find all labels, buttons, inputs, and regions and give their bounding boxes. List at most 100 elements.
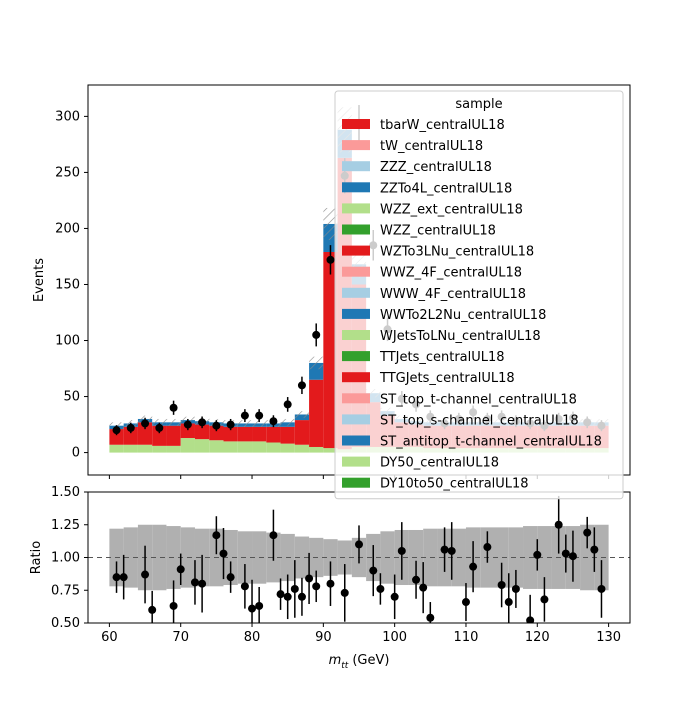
legend-box [334, 90, 624, 500]
ratio-uncertainty-band [323, 539, 338, 576]
stack-bar-red [194, 424, 210, 440]
stack-bar-light-green [194, 439, 210, 453]
stack-bar-red [209, 425, 224, 441]
legend-entry-label: WWW_4F_centralUL18 [380, 287, 526, 302]
ratio-point [554, 520, 563, 529]
stack-bar-light-green [180, 438, 195, 453]
legend-entry-label: TTGJets_centralUL18 [379, 371, 515, 386]
data-point [141, 419, 150, 428]
legend-entry-label: ZZZ_centralUL18 [380, 160, 492, 175]
stack-bar-light-green [280, 443, 295, 453]
uncertainty-hatch [152, 418, 167, 426]
ratio-point [533, 550, 542, 559]
ratio-uncertainty-band [223, 529, 238, 586]
data-point [183, 420, 192, 429]
uncertainty-hatch [280, 418, 295, 426]
ratio-xtick-label: 60 [101, 630, 118, 645]
data-point [212, 421, 221, 430]
xlabel-main: m [329, 653, 342, 668]
ratio-point [212, 531, 221, 540]
main-ytick-label: 300 [55, 109, 80, 124]
ratio-point [255, 601, 264, 610]
stack-bar-red [223, 426, 238, 442]
ratio-point [440, 545, 449, 554]
ratio-xlabel: mtt (GeV) [329, 653, 390, 671]
ratio-xtick-label: 90 [315, 630, 332, 645]
stack-bar-red [280, 426, 295, 444]
stack-bar-red [266, 426, 281, 443]
data-point [126, 423, 135, 432]
stack-bar-red [123, 426, 138, 445]
stack-bar-light-green [166, 445, 181, 453]
data-point [283, 400, 292, 409]
ratio-uncertainty-band [537, 526, 552, 589]
legend-swatch [342, 203, 370, 214]
data-point [255, 411, 264, 420]
ratio-point [290, 584, 299, 593]
ratio-point [597, 584, 606, 593]
stack-bar-light-green [137, 444, 153, 453]
data-point [297, 381, 306, 390]
legend-swatch [342, 182, 370, 193]
ratio-point [390, 592, 399, 601]
uncertainty-hatch [252, 420, 267, 427]
ratio-point [276, 590, 285, 599]
stack-bar-red [252, 426, 267, 442]
legend-entry-label: WWTo2L2Nu_centralUL18 [380, 308, 546, 323]
stack-bar-light-green [209, 440, 224, 453]
legend-swatch [342, 161, 370, 172]
ratio-xtick-label: 130 [596, 630, 621, 645]
legend-swatch [342, 245, 370, 256]
uncertainty-hatch [309, 356, 324, 370]
ratio-point [568, 552, 577, 561]
ratio-ytick-label: 0.50 [51, 616, 80, 631]
legend-entry-label: WZZ_ext_centralUL18 [380, 202, 523, 217]
data-point [269, 417, 278, 426]
stack-bar-red [137, 422, 153, 445]
xlabel-sub: tt [341, 661, 349, 671]
stack-bar-light-green [252, 441, 267, 453]
legend-entry-label: ST_antitop_t-channel_centralUL18 [380, 435, 602, 450]
ratio-point [148, 605, 157, 614]
legend-swatch [342, 287, 370, 298]
uncertainty-hatch [237, 420, 253, 427]
legend-entry-label: tW_centralUL18 [380, 139, 483, 154]
data-point [169, 403, 178, 412]
legend-entry-label: tbarW_centralUL18 [380, 118, 505, 133]
legend-swatch [342, 414, 370, 425]
stack-bar-light-green [237, 441, 253, 453]
ratio-point [326, 579, 335, 588]
legend-swatch [342, 351, 370, 362]
ratio-point [248, 604, 257, 613]
ratio-ytick-label: 0.75 [51, 583, 80, 598]
data-point [112, 426, 121, 435]
stack-bar-red [309, 379, 324, 447]
stack-bar-light-green [109, 444, 124, 453]
data-point [155, 423, 164, 432]
stack-bar-light-green [223, 441, 238, 453]
ratio-point [511, 584, 520, 593]
data-point [240, 411, 249, 420]
ratio-xtick-label: 80 [244, 630, 261, 645]
stack-bar-light-green [152, 445, 167, 453]
ratio-uncertainty-band [123, 527, 138, 588]
stack-bar-red [166, 425, 181, 446]
ratio-point [504, 598, 513, 607]
ratio-point [176, 565, 185, 574]
ratio-point [590, 545, 599, 554]
ratio-point [112, 573, 121, 582]
ratio-point [447, 546, 456, 555]
legend-entry-label: TTJets_centralUL18 [379, 350, 505, 365]
ratio-point [497, 581, 506, 590]
ratio-uncertainty-band [494, 527, 509, 588]
main-ytick-label: 150 [55, 277, 80, 292]
ratio-point [561, 549, 570, 558]
ratio-point [141, 570, 150, 579]
ratio-point [483, 543, 492, 552]
main-ytick-label: 100 [55, 334, 80, 349]
legend-swatch [342, 435, 370, 446]
ratio-point [283, 592, 292, 601]
legend-swatch [342, 266, 370, 277]
legend-swatch [342, 140, 370, 151]
